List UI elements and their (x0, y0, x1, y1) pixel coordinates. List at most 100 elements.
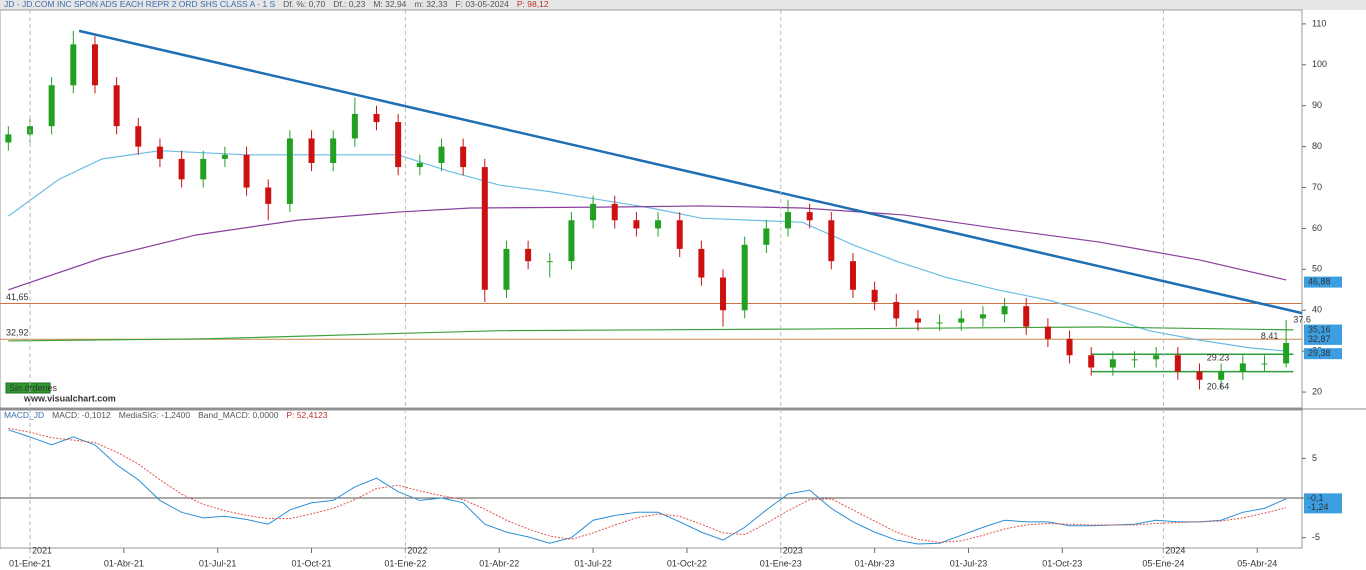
header-field: m: 32,33 (414, 0, 447, 9)
moving-average (8, 205, 1287, 291)
price-tag (1304, 348, 1342, 360)
candle-body (914, 318, 921, 323)
panel-header: MACD_JD MACD: -0,1012 MediaSIG: -1,2400 Ban… (4, 410, 328, 420)
price-tag (1304, 276, 1342, 288)
candle-body (720, 277, 727, 311)
y-tick-label: 110 (1312, 18, 1326, 28)
header-field: JD - JD.COM INC SPON ADS EACH REPR 2 ORD… (4, 0, 275, 9)
x-tick-label: 01-Abr-23 (855, 558, 895, 568)
candle-body (113, 85, 120, 127)
candle-body (893, 302, 900, 319)
candle-body (828, 220, 835, 262)
header-field: MediaSIG: -1,2400 (119, 410, 191, 420)
y-tick-label: 100 (1312, 59, 1327, 69)
year-label: 2024 (1165, 545, 1185, 555)
x-tick-label: 01-Oct-22 (667, 558, 707, 568)
x-tick-label: 01-Abr-22 (479, 558, 519, 568)
candle-body (286, 138, 293, 204)
candle-body (70, 44, 77, 86)
x-tick-label: 05-Abr-24 (1237, 558, 1277, 568)
header-field: MACD: -0,1012 (52, 410, 111, 420)
candle-body (806, 212, 813, 221)
header-field: P: 98,12 (517, 0, 549, 9)
price-tag (1304, 324, 1342, 336)
header-field: Df.: 0,23 (333, 0, 365, 9)
price-tag-label: -0,1 (1308, 493, 1324, 503)
level-label: 32,92 (6, 328, 29, 338)
candle-body (243, 154, 250, 188)
moving-average (8, 326, 1294, 342)
header-bar (0, 0, 1366, 10)
candle-body (416, 162, 423, 168)
year-label: 2023 (783, 545, 803, 555)
candle-body (655, 220, 662, 229)
candle-body (1044, 326, 1051, 339)
candle-body (1261, 363, 1268, 365)
annotation: 20.64 (1207, 382, 1230, 392)
level-label: 41,65 (6, 292, 29, 302)
y-tick-label: 90 (1312, 100, 1322, 110)
y-tick-label: 5 (1312, 453, 1317, 463)
candle-body (763, 228, 770, 245)
price-tag (1304, 333, 1342, 345)
candle-body (135, 126, 142, 147)
price-tag-label: 32,87 (1308, 334, 1331, 344)
x-tick-label: 01-Jul-22 (574, 558, 612, 568)
candle-body (1239, 363, 1246, 372)
candle-body (1196, 371, 1203, 380)
candle-body (265, 187, 272, 204)
x-tick-label: 01-Ene-22 (384, 558, 426, 568)
year-label: 2021 (32, 545, 52, 555)
candle-body (936, 322, 943, 324)
candle-body (91, 44, 98, 86)
candle-body (785, 212, 792, 229)
y-tick-label: 70 (1312, 182, 1322, 192)
header-field: Band_MACD: 0,0000 (198, 410, 279, 420)
header-field: P: 52,4123 (286, 410, 327, 420)
candle-body (460, 146, 467, 168)
panel-header: JD - JD.COM INC SPON ADS EACH REPR 2 ORD… (4, 0, 549, 9)
moving-average (7, 150, 1287, 352)
annotation: 8.41 (1261, 331, 1279, 341)
candle-body (373, 113, 380, 123)
header-field: M: 32,94 (373, 0, 406, 9)
candle-body (546, 261, 553, 263)
candle-body (590, 203, 597, 221)
candle-body (438, 146, 445, 163)
y-tick-label: 80 (1312, 141, 1322, 151)
candle-body (481, 167, 488, 290)
y-tick-label: 50 (1312, 264, 1322, 274)
x-tick-label: 01-Jul-23 (950, 558, 988, 568)
watermark: www.visualchart.com (23, 393, 116, 403)
x-tick-label: 01-Oct-23 (1042, 558, 1082, 568)
candle-body (351, 113, 358, 139)
price-panel (0, 9, 1303, 409)
price-tag (1304, 502, 1342, 514)
candle-body (568, 220, 575, 262)
x-tick-label: 01-Jul-21 (199, 558, 237, 568)
candle-body (849, 261, 856, 290)
y-tick-label: 20 (1312, 386, 1322, 396)
year-label: 2022 (407, 545, 427, 555)
candle-body (871, 289, 878, 303)
x-tick-label: 05-Ene-24 (1142, 558, 1184, 568)
status-box (5, 382, 51, 394)
candle-body (979, 314, 986, 319)
candle-body (156, 146, 163, 159)
candle-body (503, 248, 510, 290)
price-tag-label: 29,38 (1308, 348, 1331, 358)
candle-body (1283, 342, 1290, 364)
candle-body (1088, 355, 1095, 368)
candle-body (1174, 355, 1181, 372)
candle-body (1131, 359, 1138, 361)
candle-body (1066, 338, 1073, 356)
y-tick-label: 40 (1312, 305, 1322, 315)
candle-body (1001, 306, 1008, 315)
candle-body (698, 248, 705, 278)
candle-body (221, 154, 228, 159)
y-tick-label: 60 (1312, 223, 1322, 233)
annotation: 37.6 (1293, 314, 1311, 324)
x-tick-label: 01-Ene-23 (760, 558, 802, 568)
